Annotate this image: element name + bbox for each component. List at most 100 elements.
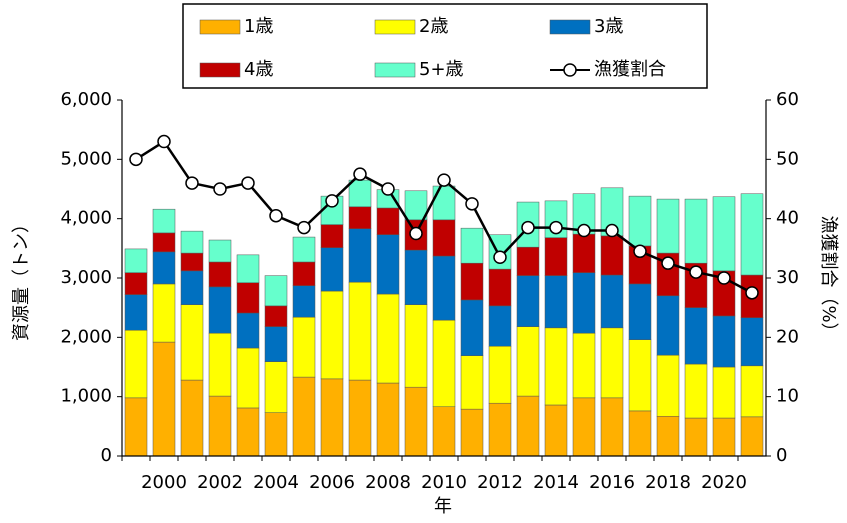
bar bbox=[432, 185, 456, 221]
bar bbox=[712, 196, 736, 272]
legend-label: 漁獲割合 bbox=[594, 59, 666, 80]
bar bbox=[432, 219, 456, 257]
bar bbox=[292, 316, 316, 378]
bar bbox=[516, 395, 540, 457]
bar bbox=[684, 363, 708, 419]
y2-tick-label: 60 bbox=[776, 89, 799, 110]
bar bbox=[124, 294, 148, 331]
legend-swatch bbox=[374, 62, 416, 78]
y-tick-label: 4,000 bbox=[60, 208, 112, 229]
bar bbox=[600, 235, 624, 276]
line-marker bbox=[521, 220, 535, 235]
bar bbox=[348, 228, 372, 283]
bar bbox=[376, 293, 400, 384]
bar bbox=[600, 327, 624, 399]
bar bbox=[236, 347, 260, 409]
bar bbox=[572, 233, 596, 273]
line-marker bbox=[549, 220, 563, 235]
bar bbox=[264, 326, 288, 362]
bar bbox=[628, 339, 652, 412]
line-marker bbox=[465, 197, 479, 211]
bar bbox=[404, 249, 428, 305]
line-marker bbox=[213, 182, 227, 196]
bar bbox=[516, 326, 540, 397]
line-marker bbox=[493, 250, 507, 264]
bar bbox=[292, 261, 316, 286]
bar bbox=[740, 193, 764, 276]
y-axis-label: 資源量（トン） bbox=[11, 215, 32, 341]
bar bbox=[460, 227, 484, 264]
bar bbox=[236, 282, 260, 314]
line-marker bbox=[717, 271, 731, 285]
bar bbox=[236, 254, 260, 283]
bar bbox=[460, 299, 484, 356]
line-marker bbox=[353, 167, 367, 181]
y-tick-label: 1,000 bbox=[60, 386, 112, 407]
x-tick-label: 2018 bbox=[645, 472, 691, 493]
bar bbox=[124, 329, 148, 399]
line-marker bbox=[633, 244, 647, 259]
bar bbox=[292, 236, 316, 263]
line-marker bbox=[297, 220, 311, 235]
x-tick-label: 2008 bbox=[365, 472, 411, 493]
bar bbox=[460, 408, 484, 457]
x-tick-label: 2014 bbox=[533, 472, 579, 493]
bar bbox=[432, 406, 456, 457]
bar bbox=[656, 354, 680, 417]
axes bbox=[121, 100, 767, 457]
legend-swatch bbox=[374, 19, 416, 35]
y-tick-label: 2,000 bbox=[60, 326, 112, 347]
bar bbox=[236, 312, 260, 349]
bar bbox=[320, 378, 344, 457]
bar bbox=[740, 416, 764, 457]
bar bbox=[432, 319, 456, 408]
bar bbox=[376, 382, 400, 457]
bar bbox=[684, 307, 708, 365]
bar bbox=[348, 179, 372, 208]
line-marker bbox=[381, 182, 395, 196]
bar bbox=[152, 232, 176, 253]
bar bbox=[544, 237, 568, 276]
bar bbox=[656, 295, 680, 356]
bar bbox=[124, 397, 148, 457]
line-marker bbox=[269, 208, 283, 223]
bar bbox=[628, 283, 652, 340]
bar bbox=[348, 206, 372, 230]
bar bbox=[348, 281, 372, 381]
bar bbox=[208, 332, 232, 397]
bar bbox=[572, 272, 596, 334]
bar bbox=[180, 252, 204, 272]
y2-tick-label: 30 bbox=[776, 267, 799, 288]
bar bbox=[152, 283, 176, 343]
x-tick-label: 2006 bbox=[309, 472, 355, 493]
bar bbox=[320, 290, 344, 380]
line-marker bbox=[185, 176, 199, 190]
bar bbox=[152, 341, 176, 457]
bar bbox=[544, 404, 568, 457]
line-marker bbox=[241, 176, 255, 190]
y2-tick-label: 40 bbox=[776, 208, 799, 229]
bar bbox=[180, 304, 204, 381]
legend-marker bbox=[563, 63, 577, 77]
bar bbox=[208, 261, 232, 288]
bar bbox=[124, 248, 148, 273]
bar bbox=[544, 275, 568, 329]
legend-swatch bbox=[199, 62, 241, 78]
bar bbox=[684, 417, 708, 457]
line-marker bbox=[409, 226, 423, 241]
y-tick-label: 5,000 bbox=[60, 148, 112, 169]
bar bbox=[208, 286, 232, 334]
legend-swatch bbox=[549, 19, 591, 35]
x-tick-label: 2002 bbox=[197, 472, 243, 493]
bar bbox=[488, 305, 512, 347]
bar bbox=[208, 239, 232, 263]
bar bbox=[460, 355, 484, 410]
bar bbox=[628, 410, 652, 457]
bar bbox=[180, 379, 204, 457]
bar bbox=[320, 224, 344, 248]
bar bbox=[404, 304, 428, 388]
y-tick-label: 6,000 bbox=[60, 89, 112, 110]
bar bbox=[292, 376, 316, 457]
bar bbox=[516, 246, 540, 276]
